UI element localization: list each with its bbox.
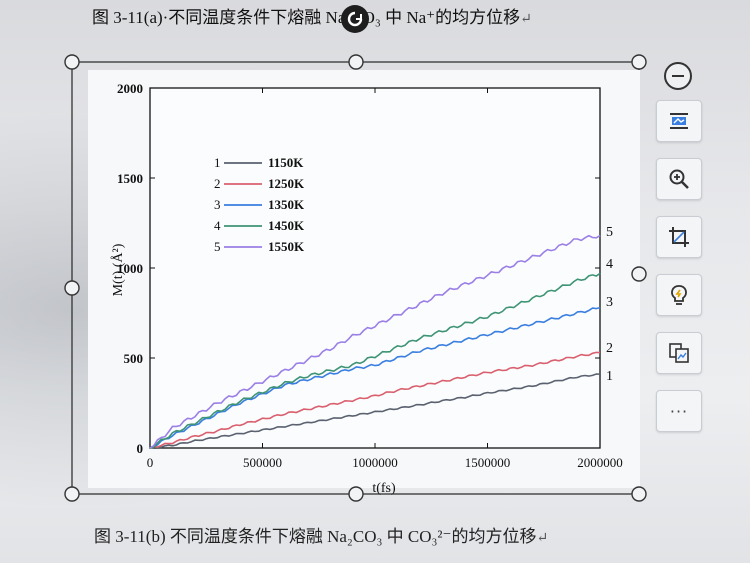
y-tick-label: 2000	[117, 81, 143, 96]
series-end-label: 5	[606, 225, 613, 240]
x-tick-label: 0	[147, 455, 154, 470]
top-caption-text: 图 3-11(a)·不同温度条件下熔融 Na₂CO₃ 中 Na⁺的均方位移	[92, 8, 521, 27]
resize-handle[interactable]	[64, 280, 80, 296]
idea-button[interactable]	[656, 274, 702, 316]
bottom-caption: 图 3-11(b) 不同温度条件下熔融 Na₂CO₃ 中 CO₃²⁻的均方位移↵	[94, 522, 548, 547]
legend-index: 5	[214, 239, 221, 254]
axes	[149, 87, 601, 449]
zoom-button[interactable]	[656, 158, 702, 200]
resize-handle[interactable]	[64, 54, 80, 70]
layout-options-button[interactable]	[656, 100, 702, 142]
layout-icon	[670, 113, 688, 129]
lightbulb-icon	[671, 285, 687, 305]
legend-index: 1	[214, 155, 221, 170]
resize-handle[interactable]	[631, 486, 647, 502]
resize-handle[interactable]	[348, 54, 364, 70]
resize-handle[interactable]	[64, 486, 80, 502]
legend-label: 1450K	[268, 218, 305, 233]
more-button[interactable]: ···	[656, 390, 702, 432]
paragraph-mark: ↵	[536, 531, 549, 546]
series-end-label: 2	[606, 341, 613, 356]
zoom-in-icon	[669, 169, 689, 189]
series-lines	[149, 234, 601, 449]
rotate-icon	[347, 11, 363, 27]
image-convert-icon	[669, 343, 689, 363]
x-tick-label: 1000000	[352, 455, 398, 470]
minus-circle-icon[interactable]	[664, 62, 692, 90]
bottom-caption-text: 图 3-11(b) 不同温度条件下熔融 Na₂CO₃ 中 CO₃²⁻的均方位移	[94, 527, 537, 546]
series-end-labels: 1 2 3 4 5	[606, 225, 613, 384]
resize-handle[interactable]	[348, 486, 364, 502]
series-end-label: 1	[606, 369, 613, 384]
y-tick-label: 500	[124, 351, 144, 366]
legend-index: 4	[214, 218, 221, 233]
legend-label: 1350K	[268, 197, 305, 212]
series-line-1250K	[149, 351, 601, 449]
paragraph-mark: ↵	[520, 12, 532, 27]
more-icon: ···	[669, 401, 689, 421]
rotate-handle[interactable]	[341, 5, 369, 33]
legend-label: 1150K	[268, 155, 304, 170]
plot-frame	[149, 87, 601, 449]
image-convert-button[interactable]	[656, 332, 702, 374]
ticks: 0 500000 1000000 1500000 2000000 0 500 1000 1500…	[117, 81, 623, 470]
resize-handle[interactable]	[631, 266, 647, 282]
selection-handles[interactable]	[64, 54, 647, 502]
legend: 1 1150K 2 1250K 3 1350K 4 1450K 5 1550K	[214, 155, 305, 254]
series-line-1550K	[149, 234, 601, 449]
y-tick-label: 1500	[117, 171, 143, 186]
x-axis-label: t(fs)	[372, 481, 396, 496]
y-tick-label: 1000	[117, 261, 143, 276]
resize-handle[interactable]	[631, 54, 647, 70]
series-line-1450K	[149, 272, 601, 449]
legend-index: 3	[214, 197, 221, 212]
y-axis-label: M(t) (Å²)	[110, 243, 126, 296]
series-line-1150K	[149, 373, 601, 449]
series-end-label: 3	[606, 295, 613, 310]
series-line-1350K	[149, 306, 601, 449]
top-caption: 图 3-11(a)·不同温度条件下熔融 Na₂CO₃ 中 Na⁺的均方位移↵	[92, 3, 532, 28]
legend-index: 2	[214, 176, 221, 191]
legend-label: 1250K	[268, 176, 305, 191]
crop-button[interactable]	[656, 216, 702, 258]
crop-icon	[669, 227, 689, 247]
legend-label: 1550K	[268, 239, 305, 254]
x-tick-label: 2000000	[577, 455, 623, 470]
y-tick-label: 0	[137, 441, 144, 456]
series-end-label: 4	[606, 257, 613, 272]
x-tick-label: 500000	[243, 455, 282, 470]
x-tick-label: 1500000	[465, 455, 511, 470]
